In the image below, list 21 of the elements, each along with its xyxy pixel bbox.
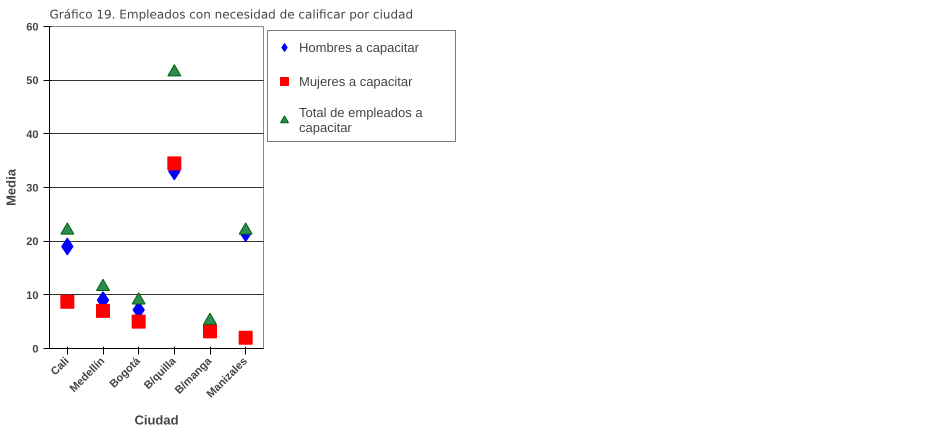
y-tick-label: 30: [26, 182, 39, 194]
y-tick-label: 10: [26, 290, 39, 302]
point: [96, 304, 110, 318]
point: [167, 64, 182, 76]
legend-label: Mujeres a capacitar: [299, 74, 414, 88]
point: [132, 314, 146, 329]
y-tick-label: 40: [26, 128, 39, 141]
point: [60, 294, 74, 309]
point: [238, 330, 253, 345]
y-tick-label: 20: [26, 236, 39, 248]
chart-title: Gráfico 19. Empleados con necesidad de calificar por ciudad: [50, 8, 414, 22]
y-axis-title: Media: [3, 168, 18, 206]
y-tick-label: 0: [32, 344, 39, 356]
legend-label: Total de empleados a capacitar: [299, 105, 424, 135]
x-axis-title: Ciudad: [134, 412, 179, 428]
point: [167, 156, 182, 170]
point: [203, 324, 217, 338]
y-tick-label: 60: [26, 22, 39, 34]
y-tick-label: 50: [26, 75, 39, 88]
x-tick-label: Cali: [48, 355, 72, 378]
legend-label: Hombres a capacitar: [299, 40, 420, 54]
